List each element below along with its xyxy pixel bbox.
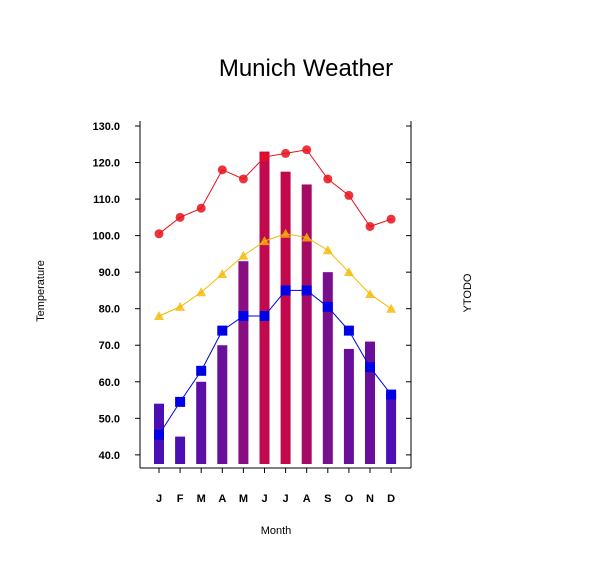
x-axis-title: Month (261, 525, 292, 537)
series-2-point-3 (196, 287, 207, 297)
y-tick-label: 90.0 (99, 267, 120, 279)
series-3-point-5 (238, 311, 249, 322)
series-3-point-1 (154, 429, 164, 440)
bar-5 (238, 261, 249, 464)
series-2-point-1 (154, 311, 164, 321)
series-3-line (158, 289, 392, 436)
x-tick-label: D (387, 493, 395, 505)
series-3-point-11 (365, 362, 375, 373)
lines-layer (154, 145, 397, 440)
series-1-point-1 (154, 229, 164, 239)
bar-2 (175, 436, 186, 464)
x-tick-label: S (324, 493, 331, 505)
bar-11 (365, 341, 375, 464)
bar-3 (196, 381, 207, 464)
series-1-point-4 (217, 165, 227, 175)
y-tick-label: 50.0 (99, 413, 120, 425)
y-tick-label: 80.0 (99, 304, 120, 316)
x-tick-label: J (261, 493, 267, 505)
bar-9 (322, 272, 333, 464)
y-tick-label: 70.0 (99, 340, 120, 352)
x-tick-label: A (303, 493, 311, 505)
x-tick-label: M (239, 493, 248, 505)
series-2-point-10 (343, 267, 354, 277)
series-2-point-2 (175, 301, 186, 311)
x-tick-label: N (366, 493, 374, 505)
bar-8 (301, 184, 312, 465)
series-3-point-6 (259, 311, 270, 322)
y-ticks-layer: 130.0 120.0 110.0 100.0 90.0 80.0 70.0 60.0 50.0… (92, 121, 411, 462)
series-1-point-12 (386, 214, 396, 224)
bar-6 (259, 151, 270, 465)
series-3-point-2 (175, 396, 186, 407)
bars-layer (154, 151, 397, 465)
series-3-point-9 (322, 301, 333, 312)
series-1-point-5 (238, 174, 248, 184)
bar-12 (386, 392, 397, 464)
y2-axis-title: YTODO (462, 273, 474, 312)
bar-4 (217, 345, 228, 464)
series-2-point-8 (301, 232, 312, 242)
x-tick-label: M (197, 493, 206, 505)
x-tick-label: A (218, 493, 226, 505)
series-3-point-12 (386, 389, 397, 400)
series-2-point-9 (322, 245, 333, 255)
series-1-point-2 (175, 212, 185, 222)
series-1-point-6 (260, 152, 269, 162)
series-3-point-8 (301, 285, 312, 296)
series-2-point-11 (365, 289, 375, 299)
series-1-point-3 (196, 203, 206, 213)
series-2-point-7 (280, 228, 291, 238)
series-1-point-9 (323, 174, 333, 184)
x-tick-label: J (156, 493, 162, 505)
y-tick-label: 110.0 (93, 194, 120, 206)
series-1-point-8 (302, 145, 312, 155)
chart-title: Munich Weather (219, 55, 393, 82)
x-tick-label: J (283, 493, 289, 505)
series-1-line (158, 149, 392, 235)
y-tick-label: 40.0 (99, 450, 120, 462)
x-tick-label: O (345, 493, 354, 505)
series-2-point-12 (386, 303, 397, 313)
series-3-point-7 (280, 285, 291, 296)
y-tick-label: 130.0 (92, 121, 120, 133)
y-axis-title: Temperature (35, 260, 47, 322)
series-2-point-4 (217, 268, 228, 278)
series-3-point-10 (343, 325, 354, 336)
series-1-point-11 (365, 221, 375, 231)
series-3-point-3 (196, 365, 207, 376)
x-tick-label: F (177, 493, 184, 505)
bar-10 (343, 348, 354, 464)
series-1-point-10 (344, 190, 354, 200)
series-2-point-5 (238, 250, 249, 260)
bar-7 (280, 171, 291, 465)
y-tick-label: 60.0 (99, 377, 120, 389)
y-tick-label: 120.0 (92, 158, 120, 170)
y-tick-label: 100.0 (92, 231, 120, 243)
series-2-point-6 (259, 236, 270, 246)
series-3-point-4 (217, 325, 228, 336)
series-1-point-7 (281, 148, 291, 158)
